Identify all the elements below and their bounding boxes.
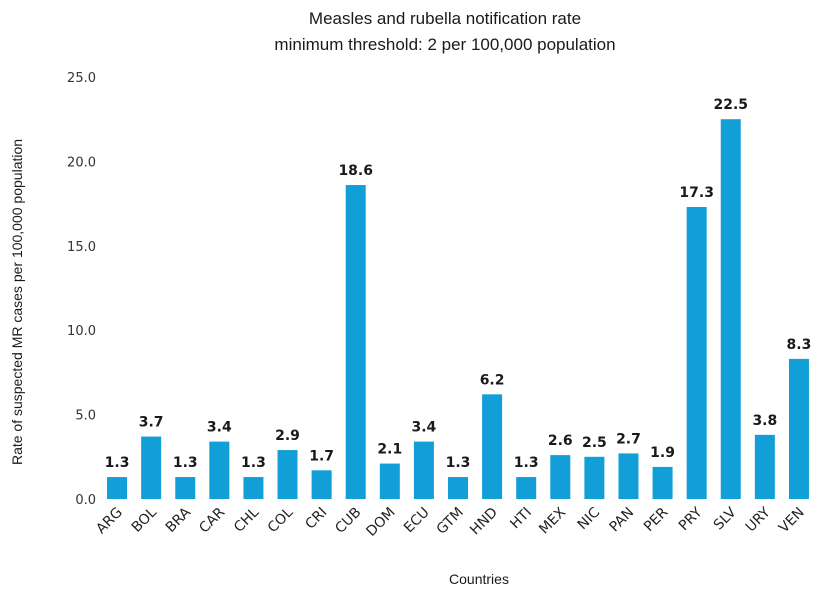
y-tick-label: 15.0 <box>67 240 96 255</box>
x-tick-gtm: GTM <box>434 505 467 538</box>
bar-pan <box>618 453 639 499</box>
data-label-slv: 22.5 <box>713 97 748 113</box>
y-axis-label: Rate of suspected MR cases per 100,000 p… <box>9 139 25 465</box>
bar-ecu <box>413 441 434 499</box>
y-tick-label: 0.0 <box>75 493 96 508</box>
x-tick-hti: HTI <box>507 505 535 533</box>
data-label-dom: 2.1 <box>377 442 402 458</box>
bar-col <box>277 450 298 499</box>
x-tick-ven: VEN <box>776 505 808 537</box>
bar-dom <box>379 463 400 499</box>
data-label-bol: 3.7 <box>139 415 164 431</box>
y-tick-label: 5.0 <box>75 409 96 424</box>
bar-nic <box>584 456 605 499</box>
x-tick-ury: URY <box>743 504 774 535</box>
data-label-pry: 17.3 <box>679 185 714 201</box>
bar-cub <box>345 185 366 500</box>
bar-hti <box>516 477 537 499</box>
x-tick-ecu: ECU <box>401 505 433 537</box>
bar-hnd <box>482 394 503 499</box>
data-label-chl: 1.3 <box>241 455 266 471</box>
y-tick-label: 25.0 <box>67 71 96 86</box>
bar-slv <box>720 119 741 499</box>
x-tick-slv: SLV <box>711 504 740 533</box>
x-tick-cri: CRI <box>302 505 330 533</box>
bar-mex <box>550 455 571 499</box>
x-tick-bol: BOL <box>129 504 160 535</box>
data-label-hti: 1.3 <box>514 455 539 471</box>
data-labels: 1.3 3.7 1.3 3.4 1.3 2.9 1.7 18.6 2.1 3.4 1.3 6.2 1.3… <box>105 97 812 471</box>
data-label-gtm: 1.3 <box>446 455 471 471</box>
bar-gtm <box>448 477 468 499</box>
x-tick-col: COL <box>265 504 297 536</box>
x-tick-per: PER <box>641 504 672 535</box>
x-tick-hnd: HND <box>467 505 501 539</box>
data-label-cri: 1.7 <box>309 448 334 464</box>
data-label-per: 1.9 <box>650 445 675 461</box>
x-tick-chl: CHL <box>231 504 262 535</box>
bars <box>107 119 809 500</box>
x-axis-label: Countries <box>449 571 509 587</box>
data-label-hnd: 6.2 <box>480 372 505 388</box>
data-label-ecu: 3.4 <box>411 420 436 436</box>
data-label-mex: 2.6 <box>548 433 573 449</box>
data-label-cub: 18.6 <box>338 163 373 179</box>
bar-cri <box>311 470 332 499</box>
data-label-arg: 1.3 <box>105 455 130 471</box>
bar-arg <box>107 477 128 499</box>
x-tick-dom: DOM <box>363 505 398 540</box>
x-tick-bra: BRA <box>163 504 195 536</box>
data-label-bra: 1.3 <box>173 455 198 471</box>
data-label-ury: 3.8 <box>752 413 777 429</box>
data-label-nic: 2.5 <box>582 435 607 451</box>
bar-ury <box>754 434 775 499</box>
bar-bra <box>175 477 196 499</box>
x-tick-car: CAR <box>196 504 228 536</box>
y-axis-ticks: 0.0 5.0 10.0 15.0 20.0 25.0 <box>67 71 96 508</box>
bar-chl <box>243 477 264 499</box>
data-label-ven: 8.3 <box>787 337 812 353</box>
x-tick-pry: PRY <box>676 504 706 534</box>
chart-subtitle: minimum threshold: 2 per 100,000 populat… <box>274 35 615 54</box>
bar-car <box>209 441 230 499</box>
x-tick-pan: PAN <box>606 505 637 536</box>
data-label-pan: 2.7 <box>616 431 641 447</box>
x-tick-mex: MEX <box>536 504 569 537</box>
x-tick-arg: ARG <box>93 505 126 538</box>
x-tick-nic: NIC <box>575 504 604 533</box>
data-label-col: 2.9 <box>275 428 300 444</box>
x-tick-cub: CUB <box>332 505 364 537</box>
bar-per <box>652 466 673 499</box>
y-tick-label: 10.0 <box>67 324 96 339</box>
data-label-car: 3.4 <box>207 420 232 436</box>
bar-bol <box>141 436 162 499</box>
bar-pry <box>686 206 707 499</box>
chart-title: Measles and rubella notification rate <box>309 9 581 28</box>
y-tick-label: 20.0 <box>67 155 96 170</box>
bar-ven <box>788 358 809 499</box>
